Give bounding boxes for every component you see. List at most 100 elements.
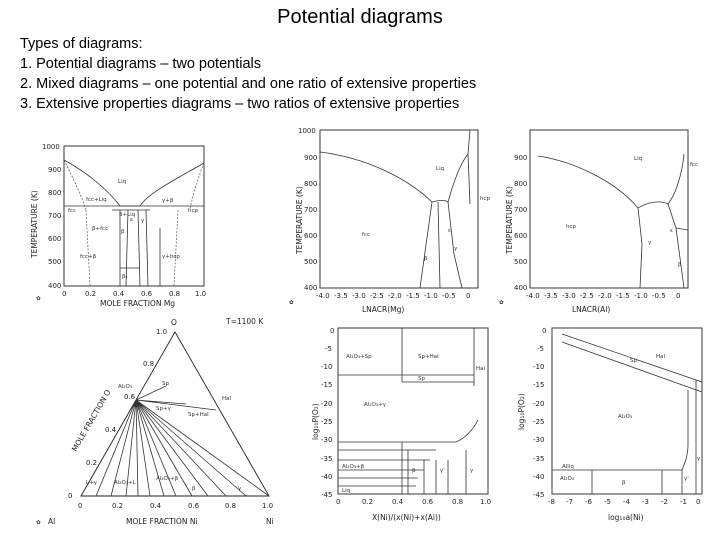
- x-tick: -6: [585, 498, 593, 506]
- x-tick: -7: [566, 498, 573, 506]
- y-tick: 900: [514, 154, 527, 162]
- phase-label: fcc+β: [80, 254, 97, 260]
- y-tick: 600: [48, 235, 61, 243]
- x-axis-label: log₁₀a(Ni): [608, 513, 644, 522]
- triangle-frame: [80, 331, 270, 497]
- side-tick: 0.6: [124, 393, 136, 401]
- y-axis-label: MOLE FRACTION O: [70, 388, 113, 453]
- solvus-line: [85, 209, 179, 287]
- solidus-line: [63, 159, 87, 211]
- y-tick: -5: [325, 345, 332, 353]
- corner-label: Ni: [266, 517, 274, 526]
- corner-label: O: [171, 318, 177, 327]
- y-axis-label: log₁₀P(O₂): [311, 403, 320, 440]
- potential-diagram-mg: TEMPERATURE (K) LNACR(Mg) 1000 900 800 7…: [288, 124, 494, 314]
- x-tick: 0.8: [452, 498, 463, 506]
- y-tick: -40: [533, 473, 544, 481]
- phase-boundary: [338, 328, 479, 487]
- phase-boundary: [419, 153, 471, 289]
- y-tick: -5: [537, 345, 544, 353]
- y-tick: 1000: [42, 143, 60, 151]
- x-tick: 0.8: [169, 290, 180, 298]
- phase-boundary: [119, 209, 161, 287]
- eutectic-line: [64, 205, 204, 211]
- phase-label: Sp+Hal: [188, 412, 209, 418]
- y-tick: 0: [542, 327, 546, 335]
- phase-label: Al₂O₃+β: [156, 476, 179, 482]
- phase-label: Al₂O₃+Sp: [346, 354, 372, 360]
- phase-label: β: [622, 480, 626, 486]
- y-tick: 1000: [298, 127, 316, 135]
- x-axis-label: MOLE FRACTION Mg: [100, 299, 175, 308]
- phase-label: γ': [684, 476, 689, 482]
- phase-label: fcc: [690, 162, 698, 168]
- tie-lines: [80, 385, 270, 497]
- x-tick: -0.5: [442, 292, 456, 300]
- x-tick: -1.5: [616, 292, 630, 300]
- phase-boundary: [401, 328, 475, 494]
- intro-line: 1. Potential diagrams – two potentials: [20, 56, 261, 72]
- y-tick: -10: [321, 363, 332, 371]
- x-tick: 0: [62, 290, 66, 298]
- logo-mark: ✿: [289, 300, 294, 306]
- phase-label: Al₂O₃+γ: [364, 402, 387, 408]
- phase-label: β: [424, 256, 428, 262]
- base-tick: 0.6: [188, 502, 200, 510]
- phase-label: Sp+Hal: [418, 354, 439, 360]
- intro-line: 3. Extensive properties diagrams – two r…: [20, 96, 460, 112]
- x-tick: -3.5: [544, 292, 558, 300]
- phase-label: β+fcc: [92, 226, 108, 232]
- x-tick: -2: [661, 498, 668, 506]
- phase-label: Al₂O₃: [618, 414, 632, 420]
- y-tick: -10: [533, 363, 544, 371]
- y-tick: 800: [514, 180, 527, 188]
- side-tick: 0.8: [143, 360, 154, 368]
- base-tick: 0: [78, 502, 82, 510]
- y-tick: -35: [533, 455, 544, 463]
- phase-label: β: [121, 229, 125, 235]
- phase-label: β+Liq: [119, 212, 135, 218]
- phase-boundary: [319, 129, 471, 203]
- y-tick: 800: [48, 189, 61, 197]
- y-tick: -15: [321, 381, 332, 389]
- y-tick: 0: [330, 327, 334, 335]
- y-tick: 900: [304, 154, 317, 162]
- base-tick: 0.8: [225, 502, 236, 510]
- x-tick: -2.5: [370, 292, 384, 300]
- x-axis-label: X(Ni)/(x(Ni)+x(Al)): [372, 513, 441, 522]
- liquidus-line: [63, 159, 205, 207]
- plot-frame: [337, 327, 489, 495]
- x-tick: 0.4: [113, 290, 125, 298]
- x-tick: 0: [676, 292, 680, 300]
- x-tick: -8: [548, 498, 555, 506]
- y-tick: -40: [321, 473, 332, 481]
- x-tick: -2.5: [580, 292, 594, 300]
- y-tick: 900: [48, 166, 61, 174]
- phase-label: Sp+γ: [156, 406, 172, 412]
- potential-diagram-al: TEMPERATURE (K) LNACR(Al) 900 800 700 60…: [498, 124, 704, 314]
- x-tick: -4.0: [316, 292, 330, 300]
- mixed-diagram: log₁₀P(O₂) X(Ni)/(x(Ni)+x(Al)) 0 -5 -10 …: [306, 320, 506, 538]
- plot-frame: [319, 129, 479, 289]
- phase-label: ε: [448, 228, 451, 234]
- x-axis-label: MOLE FRACTION Ni: [126, 517, 198, 526]
- phase-label: hcp: [566, 224, 577, 230]
- x-tick: 0.4: [392, 498, 404, 506]
- phase-label: Liq: [118, 179, 126, 185]
- phase-label: Hal: [476, 366, 486, 372]
- plot-frame: [63, 145, 205, 287]
- x-axis-label: LNACR(Mg): [362, 305, 404, 314]
- x-tick: -3.0: [562, 292, 576, 300]
- x-tick: -1.0: [634, 292, 648, 300]
- phase-label: Al₂O₃+L: [114, 480, 137, 486]
- x-tick: -1.0: [424, 292, 438, 300]
- y-tick: 600: [304, 232, 317, 240]
- phase-label: β: [412, 468, 416, 474]
- x-tick: -3: [642, 498, 649, 506]
- ternary-diagram: O T=1100 K Al Ni MOLE FRACTION Ni MOLE F…: [26, 312, 296, 537]
- intro-text: Types of diagrams: 1. Potential diagrams…: [20, 34, 476, 114]
- x-tick: 0: [696, 498, 700, 506]
- x-tick: 0: [466, 292, 470, 300]
- x-tick: -1.5: [406, 292, 420, 300]
- y-tick: -25: [533, 418, 544, 426]
